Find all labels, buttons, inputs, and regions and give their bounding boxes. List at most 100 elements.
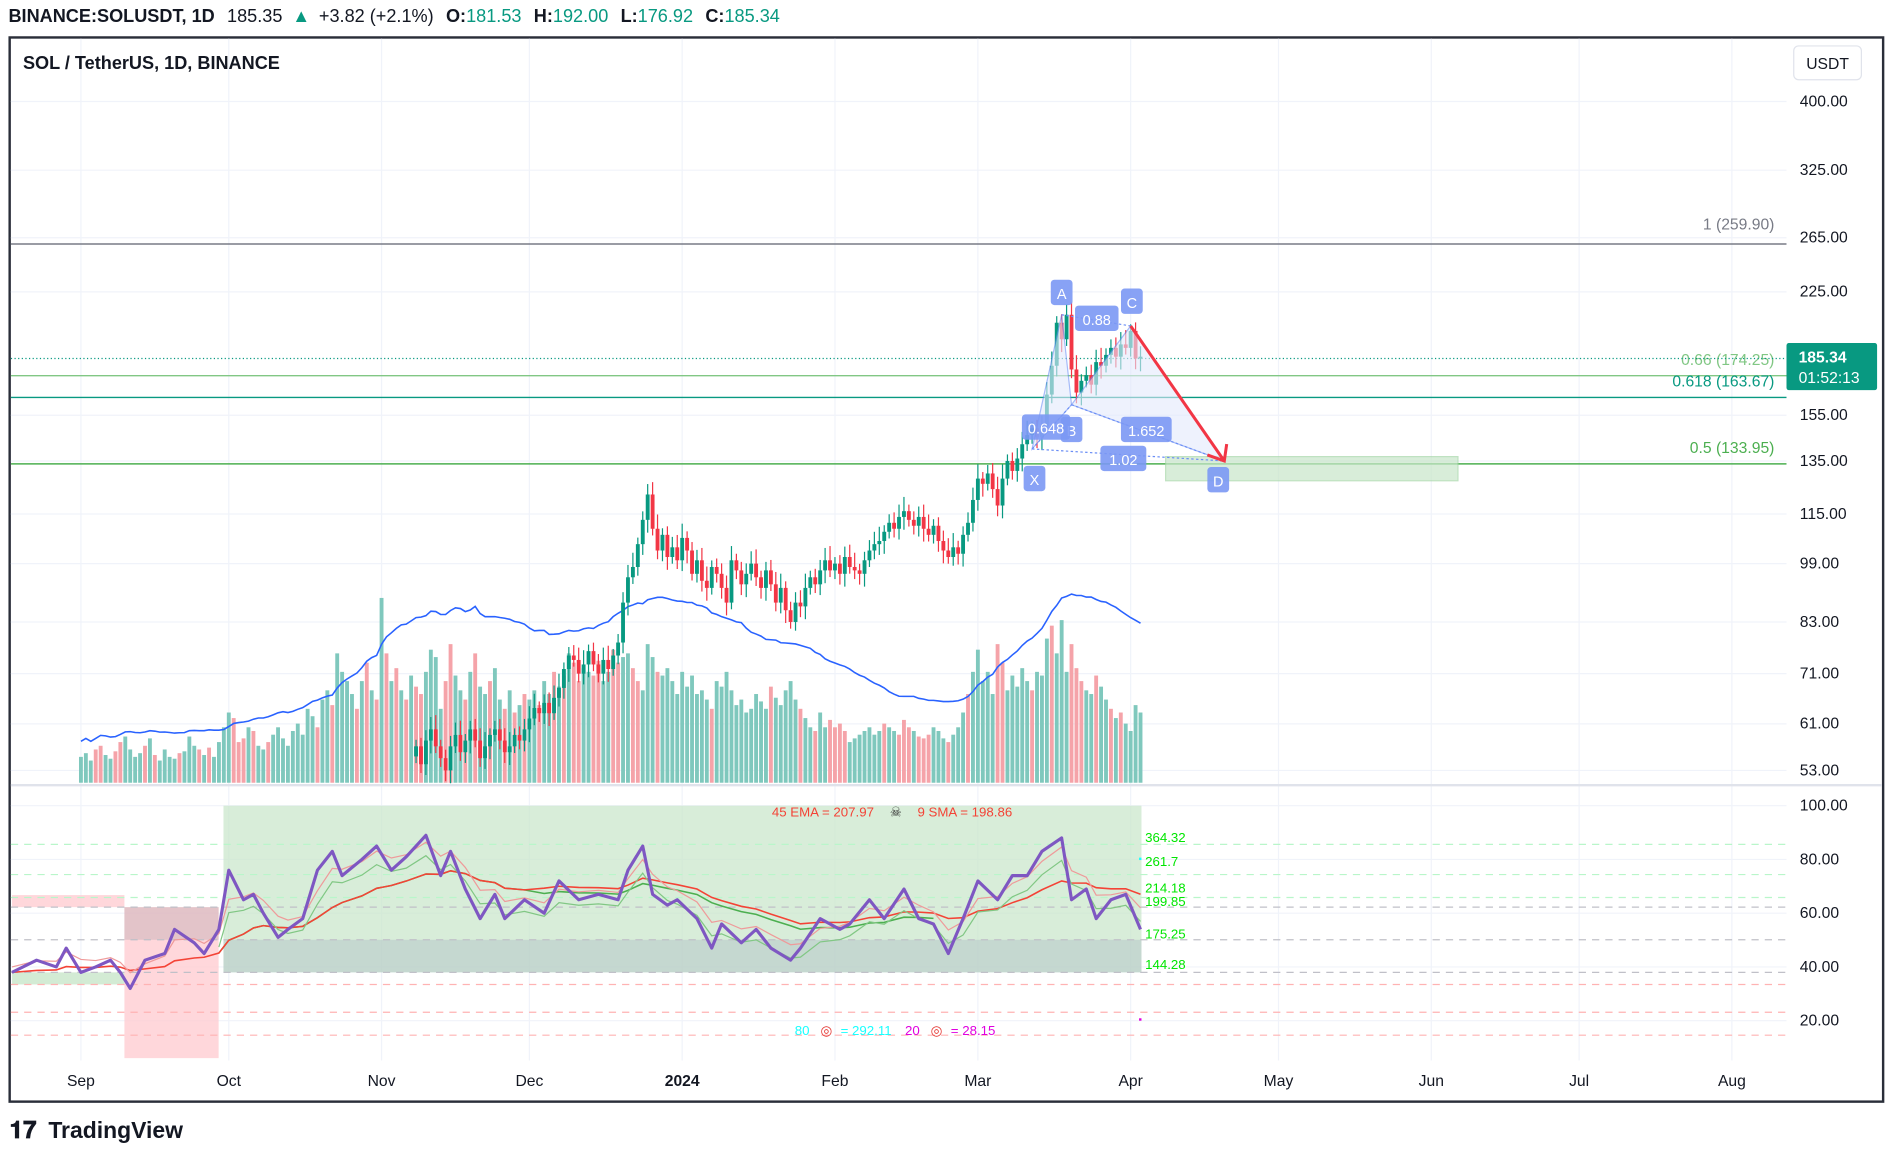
- candle: [433, 715, 438, 754]
- candle-body: [739, 570, 744, 585]
- volume-bar: [300, 734, 305, 783]
- candle: [478, 728, 483, 767]
- currency-button-bg[interactable]: [1793, 45, 1862, 81]
- volume-bar: [167, 756, 172, 783]
- candle-body: [557, 687, 561, 698]
- candle-body: [601, 659, 606, 674]
- candle: [847, 544, 852, 574]
- volume-bar: [818, 712, 823, 783]
- harmonic-pattern[interactable]: X A B C D 0.648 0.88 1.652 1.02: [1021, 279, 1230, 493]
- oscillator-tick-label: 100.00: [1800, 798, 1848, 815]
- candle-body: [975, 478, 980, 500]
- candle: [1005, 454, 1010, 486]
- candle: [946, 538, 951, 564]
- candle: [458, 720, 463, 761]
- candle-body: [744, 573, 749, 585]
- candle: [961, 526, 966, 567]
- triangle-up-icon: ▲: [292, 6, 310, 26]
- candle: [483, 732, 487, 769]
- candle: [552, 685, 556, 720]
- currency-label[interactable]: USDT: [1806, 56, 1849, 73]
- volume-bar: [985, 671, 990, 783]
- last-price: 185.35: [227, 6, 282, 26]
- fib-level-label: 0.66 (174.25): [1681, 352, 1774, 369]
- volume-bar: [828, 719, 832, 783]
- volume-bar: [443, 681, 448, 783]
- volume-ma-line: [80, 593, 1141, 743]
- candle: [911, 511, 916, 535]
- candle: [616, 634, 621, 665]
- volume-bar: [803, 718, 808, 783]
- volume-bar: [414, 686, 418, 783]
- currency-button[interactable]: USDT: [1793, 45, 1862, 81]
- brand-name[interactable]: TradingView: [48, 1117, 183, 1143]
- candle: [596, 654, 601, 683]
- volume-bar: [902, 719, 906, 783]
- candle-body: [517, 734, 522, 741]
- volume-bar: [778, 705, 783, 783]
- volume-bar: [261, 749, 266, 783]
- candle-body: [892, 522, 897, 529]
- candle: [857, 563, 862, 585]
- volume-bar: [285, 745, 290, 783]
- candle-body: [630, 566, 635, 578]
- volume-bar: [394, 668, 399, 783]
- point-label-b: B: [1067, 424, 1077, 440]
- point-label-c: C: [1127, 296, 1137, 312]
- candle: [936, 517, 941, 552]
- volume-bar: [241, 738, 246, 783]
- candle-body: [665, 534, 670, 558]
- candle: [453, 722, 458, 754]
- volume-bar: [236, 742, 241, 783]
- volume-bar: [724, 671, 729, 783]
- oscillator-axis[interactable]: 100.00 80.00 60.00 40.00 20.00: [1800, 798, 1848, 1030]
- candle-body: [773, 584, 778, 603]
- volume-bar: [739, 699, 744, 783]
- ratio-bd-bg: [1120, 416, 1172, 443]
- candle-body: [542, 702, 547, 714]
- point-label-a: A: [1057, 287, 1067, 303]
- candle: [872, 531, 877, 560]
- candle-body: [502, 740, 507, 753]
- oscillator-line: [11, 833, 1142, 991]
- volume-bar: [798, 708, 803, 783]
- candle-body: [1079, 380, 1084, 393]
- time-axis[interactable]: Sep Oct Nov Dec 2024 Feb Mar Apr May Jun Jul Aug: [67, 1073, 1746, 1090]
- price-badge: 185.34 01:52:13: [1786, 343, 1878, 391]
- volume-bar: [1030, 690, 1035, 783]
- tradingview-logo[interactable]: 𝟏𝟕 TradingView: [10, 1117, 184, 1144]
- candle: [887, 514, 892, 539]
- candle: [576, 647, 581, 683]
- candle-body: [931, 525, 936, 535]
- volume-bar: [172, 758, 177, 783]
- candle-body: [1064, 314, 1069, 340]
- candle-body: [872, 544, 877, 551]
- price-tick-label: 155.00: [1800, 407, 1848, 424]
- volume-bar: [310, 716, 315, 783]
- volume-bar: [330, 705, 335, 783]
- candle: [892, 512, 897, 538]
- price-change: +3.82 (+2.1%): [319, 6, 434, 26]
- candle-body: [956, 547, 961, 554]
- volume-bar: [103, 755, 108, 783]
- volume-bar: [1099, 686, 1104, 783]
- price-tick-label: 99.00: [1800, 555, 1840, 572]
- volume-bar: [157, 760, 162, 783]
- volume-bar: [1049, 625, 1054, 783]
- volume-bar: [557, 686, 561, 783]
- candle: [522, 718, 527, 752]
- candle-body: [586, 651, 591, 665]
- candle: [833, 557, 837, 580]
- candle: [606, 645, 611, 682]
- candle-body: [966, 522, 970, 535]
- candle: [941, 530, 946, 564]
- candle: [497, 718, 502, 750]
- volume-bar: [374, 699, 379, 783]
- candle: [695, 549, 699, 583]
- volume-bar: [1089, 694, 1094, 783]
- price-axis[interactable]: 400.00 325.00 265.00 225.00 155.00 135.00 115.…: [1800, 93, 1848, 779]
- time-tick-label: Mar: [964, 1073, 991, 1090]
- candle-body: [478, 740, 483, 759]
- volume-bar: [226, 712, 231, 783]
